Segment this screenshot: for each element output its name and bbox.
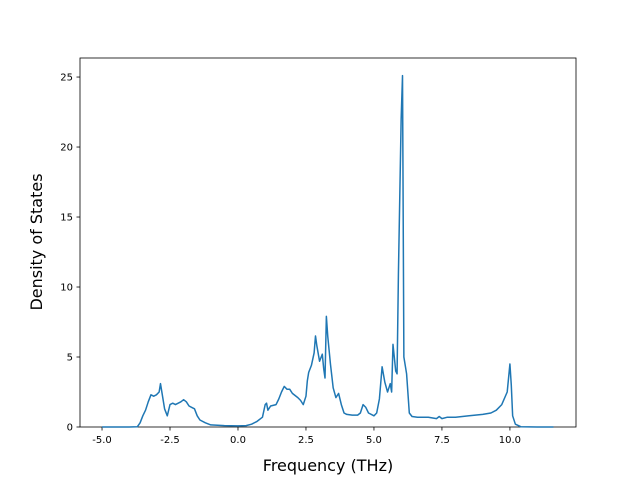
y-axis-label: Density of States [27,173,46,310]
x-tick-label: 5.0 [366,435,382,446]
x-axis-label: Frequency (THz) [263,456,393,475]
y-tick-label: 10 [60,283,73,294]
x-tick-label: -5.0 [92,435,112,446]
x-tick-label: 2.5 [298,435,314,446]
x-tick-label: 7.5 [434,435,450,446]
line [102,74,554,428]
y-tick-label: 20 [60,143,73,154]
y-tick-label: 5 [67,353,73,364]
y-tick-label: 15 [60,213,73,224]
plot-frame [79,57,577,428]
x-tick-label: 0.0 [230,435,246,446]
x-tick-label: 10.0 [499,435,521,446]
y-tick-label: 25 [60,73,73,84]
x-tick-label: -2.5 [160,435,180,446]
y-tick-label: 0 [67,423,73,434]
